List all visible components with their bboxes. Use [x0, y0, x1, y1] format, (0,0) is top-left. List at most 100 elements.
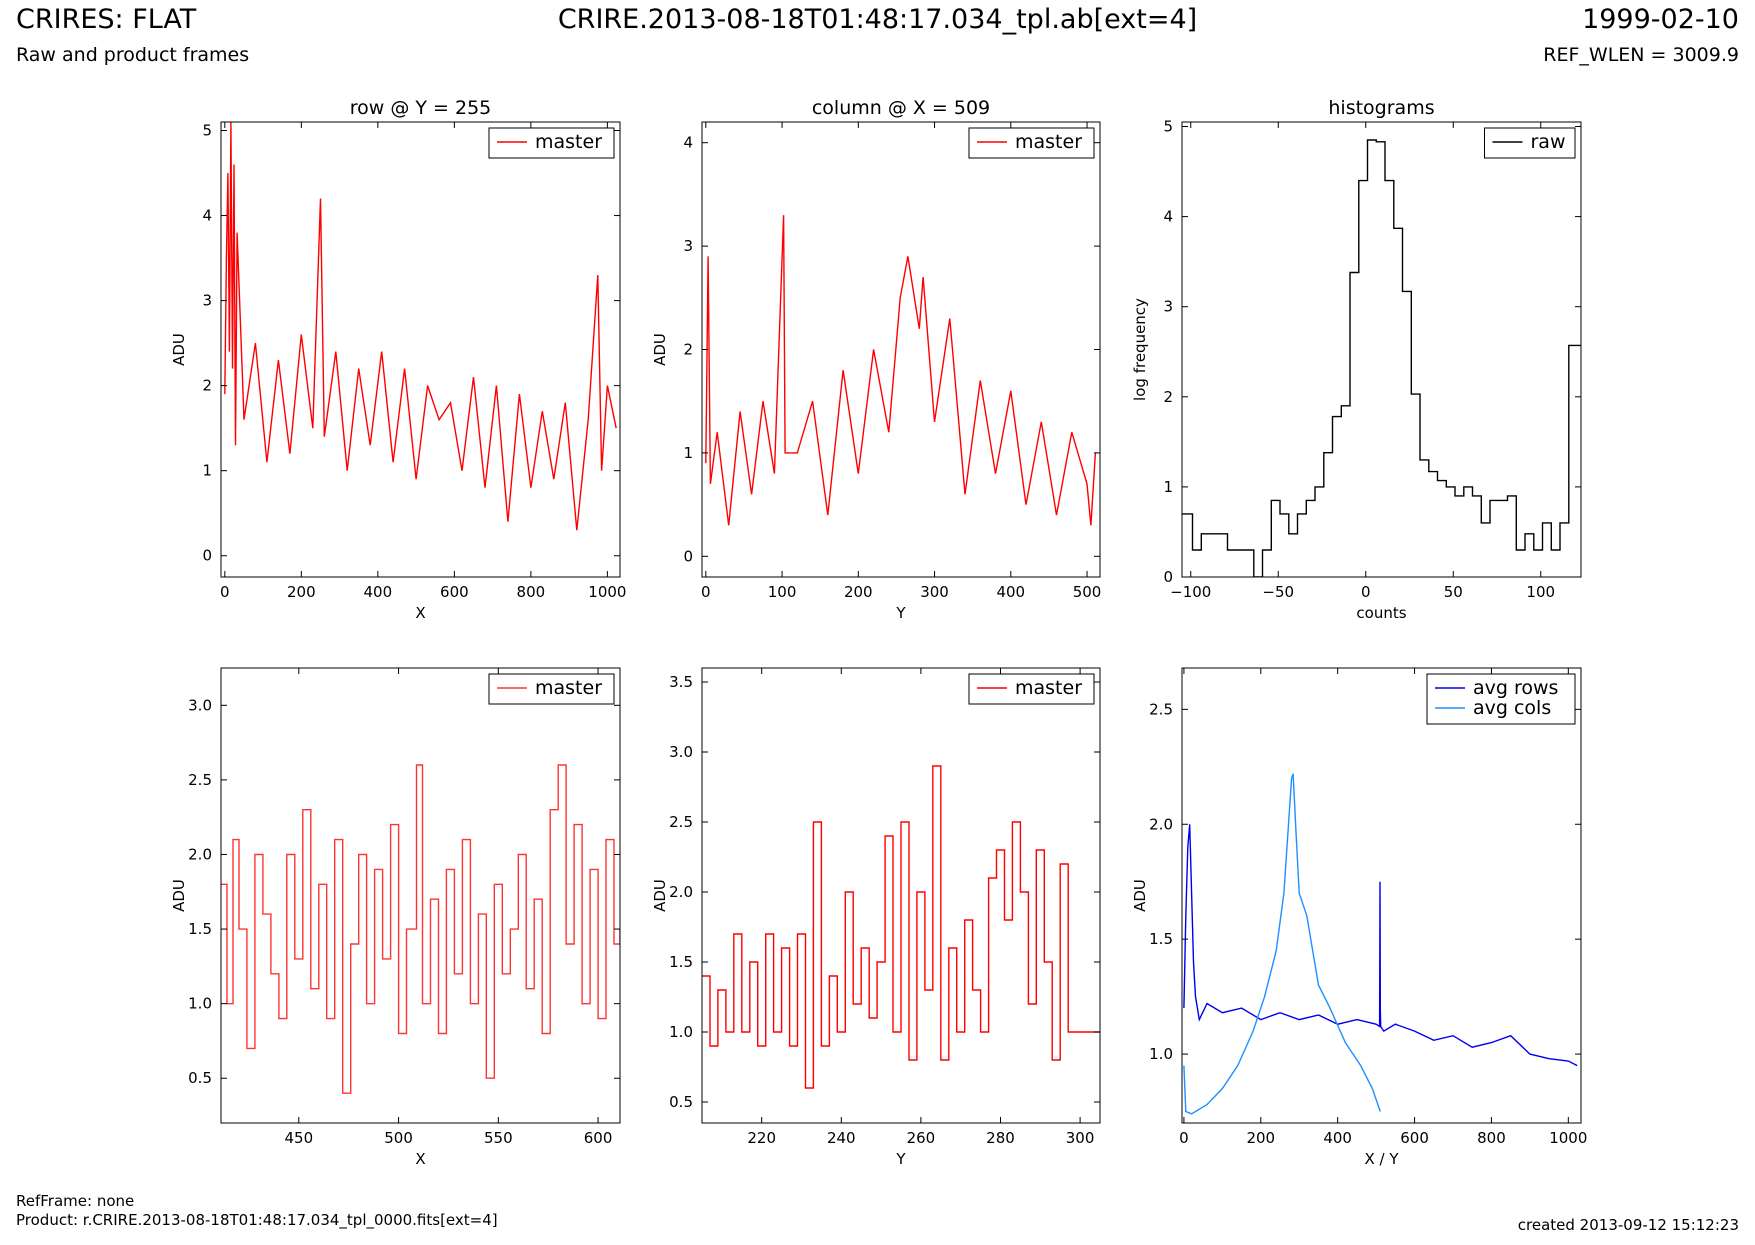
created-label: created 2013-09-12 15:12:23: [1517, 1216, 1739, 1234]
y-tick-label: 3: [1163, 298, 1173, 316]
x-tick-label: 200: [1246, 1129, 1275, 1147]
y-tick-label: 2: [202, 377, 212, 395]
y-tick-label: 1: [683, 444, 693, 462]
x-tick-label: 0: [1361, 583, 1371, 601]
y-tick-label: 0: [1163, 568, 1173, 586]
y-tick-label: 3: [683, 237, 693, 255]
y-tick-label: 3: [202, 292, 212, 310]
x-tick-label: 550: [484, 1129, 513, 1147]
x-tick-label: 1000: [588, 583, 626, 601]
y-tick-label: 3.0: [188, 696, 212, 714]
y-axis-label: ADU: [651, 879, 669, 912]
chart-title: histograms: [1328, 97, 1434, 119]
y-tick-label: 2.0: [188, 845, 212, 863]
y-tick-label: 2.0: [1149, 815, 1173, 833]
legend-box: [968, 673, 1095, 705]
chart-legend: master: [488, 673, 615, 705]
chart-panel-1: 0 200 400 600 800 1000 0 1 2 3 4 5 X ADU row @ Y = 255…: [170, 97, 626, 622]
chart-legend: master: [488, 127, 615, 159]
x-tick-label: 500: [384, 1129, 413, 1147]
series-line-avg-rows: [1183, 824, 1578, 1067]
axes-frame: [220, 667, 621, 1124]
frame-name: CRIRE.2013-08-18T01:48:17.034_tpl.ab[ext…: [557, 4, 1198, 35]
x-tick-label: 0: [220, 583, 230, 601]
y-tick-label: 2: [683, 341, 693, 359]
x-tick-label: −50: [1262, 583, 1294, 601]
axes-frame: [1181, 121, 1582, 578]
y-axis-label: ADU: [170, 879, 188, 912]
x-tick-label: 600: [584, 1129, 613, 1147]
x-tick-label: 400: [364, 583, 393, 601]
legend-box: [968, 127, 1095, 159]
product-label: Product: r.CRIRE.2013-08-18T01:48:17.034…: [16, 1211, 498, 1229]
x-axis-label: counts: [1356, 604, 1406, 622]
y-tick-label: 1.5: [669, 953, 693, 971]
chart-legend: master: [968, 127, 1095, 159]
legend-label: raw: [1531, 131, 1566, 153]
y-tick-label: 2: [1163, 388, 1173, 406]
y-tick-label: 5: [1163, 118, 1173, 136]
y-tick-label: 4: [202, 207, 212, 225]
axes-frame: [220, 121, 621, 578]
x-tick-label: 600: [1400, 1129, 1429, 1147]
y-tick-label: 0.5: [669, 1093, 693, 1111]
legend-box: [488, 127, 615, 159]
y-tick-label: 2.5: [188, 771, 212, 789]
x-tick-label: 200: [844, 583, 873, 601]
legend-label: avg rows: [1473, 677, 1558, 699]
y-tick-label: 1.5: [1149, 930, 1173, 948]
series-line-master: [221, 764, 620, 1094]
y-tick-label: 4: [683, 134, 693, 152]
x-tick-label: 800: [517, 583, 546, 601]
x-axis-label: X: [415, 1150, 425, 1168]
chart-panel-2: 0 100 200 300 400 500 0 1 2 3 4 Y ADU column @ X = 50…: [651, 97, 1101, 622]
chart-title: row @ Y = 255: [350, 97, 492, 119]
x-tick-label: 400: [1323, 1129, 1352, 1147]
y-tick-label: 1: [202, 462, 212, 480]
chart-title: column @ X = 509: [812, 97, 990, 119]
x-tick-label: 1000: [1549, 1129, 1587, 1147]
axes-frame: [1181, 667, 1582, 1124]
chart-panel-5: 220 240 260 280 300 0.5 1.0 1.5 2.0 2.5 3.0 3.5 Y ADU…: [651, 667, 1101, 1168]
y-tick-label: 0.5: [188, 1069, 212, 1087]
x-tick-label: 300: [920, 583, 949, 601]
chart-panel-4: 450 500 550 600 0.5 1.0 1.5 2.0 2.5 3.0 X ADU master: [170, 667, 621, 1168]
y-tick-label: 4: [1163, 208, 1173, 226]
date-label: 1999-02-10: [1582, 4, 1739, 35]
legend-box: [1426, 673, 1576, 725]
ref-wlen-label: REF_WLEN = 3009.9: [1543, 44, 1739, 66]
x-tick-label: 450: [284, 1129, 313, 1147]
y-tick-label: 0: [683, 547, 693, 565]
series-line-raw: [1182, 139, 1581, 577]
page-subtitle: Raw and product frames: [16, 44, 250, 66]
y-axis-label: ADU: [170, 333, 188, 366]
legend-label: master: [535, 677, 602, 699]
y-axis-label: log frequency: [1131, 298, 1149, 401]
x-tick-label: 600: [440, 583, 469, 601]
legend-box: [1484, 127, 1576, 159]
y-tick-label: 1: [1163, 478, 1173, 496]
y-tick-label: 3.0: [669, 743, 693, 761]
x-tick-label: 400: [996, 583, 1025, 601]
page-title: CRIRES: FLAT: [16, 4, 197, 35]
x-tick-label: 100: [1526, 583, 1555, 601]
y-tick-label: 1.0: [669, 1023, 693, 1041]
x-tick-label: 500: [1073, 583, 1102, 601]
x-tick-label: 800: [1477, 1129, 1506, 1147]
legend-label: master: [535, 131, 602, 153]
legend-label: avg cols: [1473, 697, 1551, 719]
x-tick-label: 300: [1066, 1129, 1095, 1147]
x-axis-label: X: [415, 604, 425, 622]
y-tick-label: 2.0: [669, 883, 693, 901]
x-tick-label: 260: [907, 1129, 936, 1147]
legend-label: master: [1015, 677, 1082, 699]
refframe-label: RefFrame: none: [16, 1192, 135, 1210]
series-line-master: [705, 215, 1097, 526]
y-tick-label: 2.5: [669, 813, 693, 831]
axes-frame: [701, 121, 1101, 578]
x-tick-label: 220: [747, 1129, 776, 1147]
x-axis-label: X / Y: [1364, 1150, 1399, 1168]
y-tick-label: 0: [202, 547, 212, 565]
legend-box: [488, 673, 615, 705]
